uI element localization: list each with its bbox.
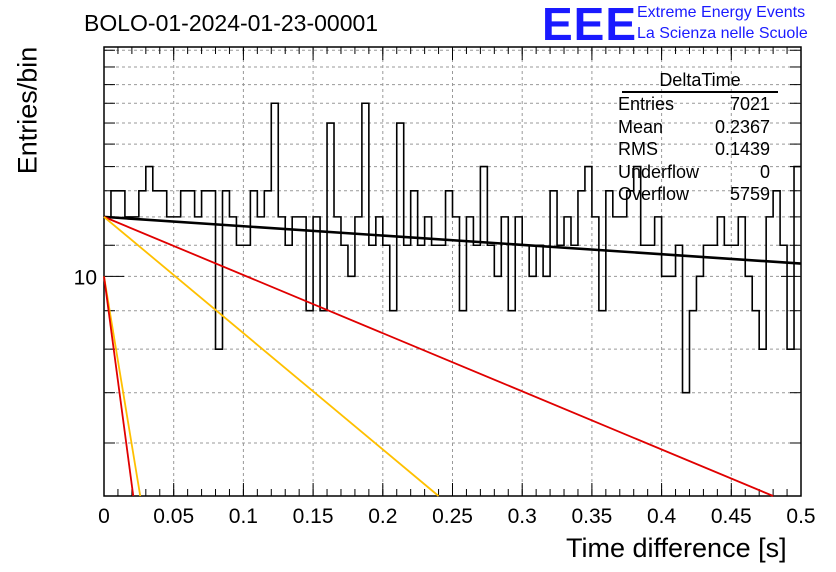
- stats-value: 7021: [729, 94, 770, 114]
- fit-line: [103, 276, 135, 497]
- y-axis-label: Entries/bin: [12, 46, 43, 175]
- stats-label: RMS: [618, 139, 658, 160]
- logo-subtitle-2: La Scienza nelle Scuole: [637, 25, 808, 42]
- stats-label: Mean: [618, 116, 664, 137]
- x-tick-label: 0: [98, 505, 110, 528]
- x-tick-label: 0.3: [508, 505, 537, 528]
- stats-row-underflow: Underflow 0: [614, 161, 784, 184]
- stats-label: Entries: [618, 94, 675, 114]
- fit-line: [103, 216, 440, 497]
- x-axis-label: Time difference [s]: [566, 533, 787, 563]
- stats-label: Overflow: [618, 184, 690, 205]
- logo-subtitle-1: Extreme Energy Events: [637, 4, 806, 21]
- stats-value: 0: [759, 161, 770, 182]
- fit-line: [103, 215, 802, 265]
- stats-label: Underflow: [618, 161, 700, 182]
- stats-title: DeltaTime: [622, 70, 778, 93]
- x-tick-label: 0.2: [368, 505, 397, 528]
- stats-box: DeltaTime Entries 7021 Mean 0.2367 RMS 0…: [614, 70, 784, 206]
- x-tick-label: 0.4: [647, 505, 677, 528]
- run-title: BOLO-01-2024-01-23-00001: [84, 10, 379, 36]
- y-tick-label: 10: [74, 266, 97, 289]
- fit-line: [103, 276, 142, 497]
- histogram-steps: [104, 102, 801, 394]
- eee-logo: EEE: [542, 0, 638, 50]
- stats-row-overflow: Overflow 5759: [614, 183, 784, 206]
- x-tick-label: 0.35: [571, 505, 612, 528]
- x-tick-label: 0.25: [432, 505, 473, 528]
- stats-row-entries: Entries 7021: [614, 93, 784, 116]
- histogram: [104, 102, 801, 394]
- x-tick-label: 0.5: [786, 505, 815, 528]
- stats-row-mean: Mean 0.2367: [614, 116, 784, 139]
- x-tick-label: 0.15: [293, 505, 334, 528]
- x-tick-label: 0.05: [153, 505, 194, 528]
- x-tick-label: 0.45: [711, 505, 752, 528]
- stats-value: 5759: [729, 184, 770, 205]
- tick-labels: 0 0.05 0.1 0.15 0.2 0.25 0.3 0.35 0.4 0.45 0.5 10: [74, 266, 816, 528]
- stats-value: 0.2367: [714, 116, 770, 137]
- fit-line: [103, 216, 774, 497]
- stats-value: 0.1439: [714, 139, 770, 160]
- axis-ticks: [103, 47, 802, 496]
- fit-lines: [103, 215, 802, 497]
- stats-row-rms: RMS 0.1439: [614, 138, 784, 161]
- x-tick-label: 0.1: [229, 505, 258, 528]
